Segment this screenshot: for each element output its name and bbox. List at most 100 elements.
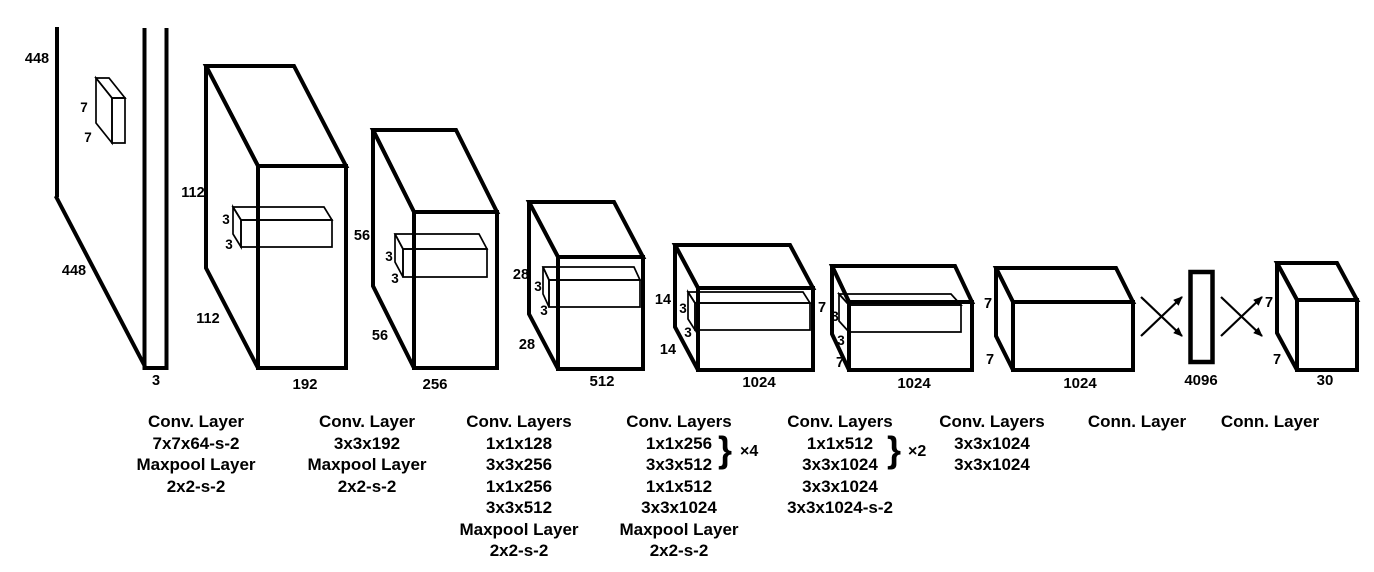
kernel-box-512 bbox=[541, 266, 642, 308]
fc-layer-slab bbox=[1188, 269, 1215, 365]
caption-line: Conv. Layers bbox=[787, 412, 893, 431]
caption-line: 2x2-s-2 bbox=[489, 541, 549, 560]
input-kernel-box bbox=[94, 75, 127, 146]
caption-line: 1x1x256 bbox=[485, 476, 553, 496]
conv-box-512 bbox=[525, 200, 647, 371]
output-height-label: 7 bbox=[1265, 295, 1273, 311]
box3-height-label: 28 bbox=[513, 267, 529, 283]
box-front-face bbox=[847, 300, 974, 372]
kernel-front-face bbox=[548, 279, 641, 308]
input-height-label: 448 bbox=[25, 51, 49, 67]
caption-stage-2: Conv. Layer 3x3x192 Maxpool Layer 2x2-s-… bbox=[307, 411, 426, 497]
repeat-count-x2: ×2 bbox=[908, 443, 927, 460]
caption-line: Conv. Layers bbox=[939, 412, 1045, 431]
box3-width-label: 28 bbox=[519, 337, 535, 353]
caption-line: Maxpool Layer bbox=[459, 519, 579, 539]
caption-line: 2x2-s-2 bbox=[166, 476, 226, 496]
caption-line: Conv. Layers bbox=[466, 412, 572, 431]
caption-stage-6: Conv. Layers 3x3x1024 3x3x1024 bbox=[939, 411, 1045, 476]
repeat-count-x4: ×4 bbox=[740, 443, 759, 460]
caption-line: 3x3x1024 bbox=[802, 476, 878, 496]
box4-kernel-w-label: 3 bbox=[684, 325, 692, 340]
caption-line: 3x3x1024-s-2 bbox=[787, 498, 893, 517]
conv-box-1024b bbox=[828, 264, 976, 372]
box-front-face bbox=[256, 164, 348, 370]
caption-line: Maxpool Layer bbox=[136, 455, 256, 474]
box2-kernel-h-label: 3 bbox=[385, 249, 393, 264]
kernel-front-face bbox=[111, 97, 126, 144]
box3-kernel-h-label: 3 bbox=[534, 279, 542, 294]
caption-line: Maxpool Layer bbox=[619, 519, 739, 539]
caption-stage-1: Conv. Layer 7x7x64-s-2 Maxpool Layer 2x2… bbox=[136, 411, 255, 497]
box1-width-label: 112 bbox=[196, 311, 219, 327]
box1-channels-label: 192 bbox=[292, 376, 317, 393]
caption-conn-layer-2: Conn. Layer bbox=[1221, 411, 1319, 433]
conv-box-256 bbox=[369, 128, 501, 370]
caption-conn-layer-1: Conn. Layer bbox=[1088, 411, 1186, 433]
caption-line: 1x1x512 bbox=[645, 476, 713, 496]
box1-kernel-h-label: 3 bbox=[222, 212, 230, 227]
caption-line: 2x2-s-2 bbox=[649, 541, 709, 560]
caption-line: Conn. Layer bbox=[1220, 412, 1320, 431]
caption-line: 2x2-s-2 bbox=[337, 476, 397, 496]
output-width-label: 7 bbox=[1273, 352, 1281, 368]
box1-kernel-w-label: 3 bbox=[225, 237, 233, 252]
caption-line: 3x3x192 bbox=[333, 433, 401, 453]
box3-kernel-w-label: 3 bbox=[540, 303, 548, 318]
box5-kernel-w-label: 3 bbox=[837, 333, 845, 348]
caption-line: 1x1x128 bbox=[485, 433, 553, 453]
conv-box-192 bbox=[202, 64, 350, 370]
caption-line: 3x3x1024 bbox=[641, 498, 717, 517]
kernel-front-face bbox=[240, 219, 333, 248]
box2-channels-label: 256 bbox=[422, 376, 447, 393]
arrow-up-right bbox=[1140, 296, 1183, 337]
caption-line: 7x7x64-s-2 bbox=[152, 433, 240, 453]
input-kernel-h-label: 7 bbox=[80, 100, 88, 115]
box6-height-label: 7 bbox=[984, 296, 992, 312]
fc-connection-arrows-1 bbox=[1140, 296, 1183, 337]
caption-line: 3x3x256 bbox=[485, 455, 553, 474]
box-front-face bbox=[556, 255, 645, 371]
input-kernel-w-label: 7 bbox=[84, 130, 92, 145]
input-image-plane bbox=[53, 27, 169, 370]
caption-line: 1x1x256 bbox=[645, 433, 713, 453]
box6-width-label: 7 bbox=[986, 352, 994, 368]
box4-kernel-h-label: 3 bbox=[679, 301, 687, 316]
kernel-box-1024a bbox=[686, 289, 812, 333]
dimension-labels: 448 448 3 7 7 112 112 192 3 3 56 56 256 … bbox=[25, 51, 1333, 393]
box4-width-label: 14 bbox=[660, 342, 676, 358]
box2-kernel-w-label: 3 bbox=[391, 271, 399, 286]
conv-box-1024a bbox=[671, 243, 817, 372]
caption-line: Maxpool Layer bbox=[307, 455, 427, 474]
kernel-box-1024b bbox=[837, 291, 963, 335]
output-cube bbox=[1273, 261, 1361, 372]
kernel-front-face bbox=[694, 302, 811, 331]
caption-line: Conv. Layers bbox=[626, 412, 732, 431]
box4-height-label: 14 bbox=[655, 292, 671, 308]
box5-channels-label: 1024 bbox=[897, 375, 931, 392]
box-front-face bbox=[1295, 298, 1359, 372]
caption-stage-4: Conv. Layers 1x1x256 3x3x512 1x1x512 3x3… bbox=[619, 411, 738, 562]
box3-channels-label: 512 bbox=[589, 373, 614, 390]
box1-height-label: 112 bbox=[181, 185, 204, 201]
caption-stage-3: Conv. Layers 1x1x128 3x3x256 1x1x256 3x3… bbox=[459, 411, 578, 562]
box-front-face bbox=[412, 210, 499, 370]
caption-line: 3x3x1024 bbox=[954, 455, 1030, 474]
caption-line: Conv. Layer bbox=[318, 412, 416, 431]
box5-kernel-h-label: 3 bbox=[831, 309, 839, 324]
repeat-brace-x2: } bbox=[887, 429, 902, 470]
caption-line: 1x1x512 bbox=[806, 433, 874, 453]
plane-bottom-diagonal bbox=[53, 195, 147, 368]
output-channels-label: 30 bbox=[1317, 372, 1334, 389]
caption-line: Conn. Layer bbox=[1087, 412, 1187, 431]
repeat-brace-x4: } bbox=[718, 429, 733, 470]
box4-channels-label: 1024 bbox=[742, 374, 776, 391]
kernel-front-face bbox=[402, 248, 488, 278]
caption-line: 3x3x512 bbox=[485, 498, 553, 517]
caption-line: 3x3x512 bbox=[645, 455, 713, 474]
box-front-face bbox=[1011, 300, 1135, 372]
caption-line: Conv. Layer bbox=[147, 412, 245, 431]
